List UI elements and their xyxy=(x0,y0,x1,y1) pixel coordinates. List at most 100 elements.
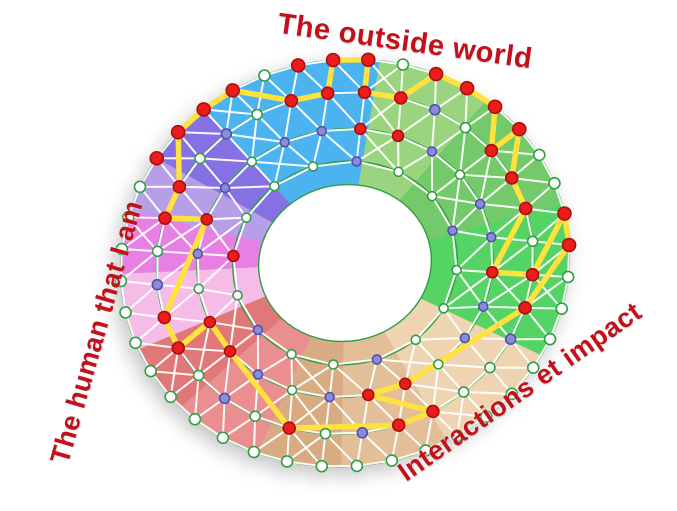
node-r0-27[interactable] xyxy=(247,445,261,459)
node-r1-11[interactable] xyxy=(526,235,539,248)
node-r3-2[interactable] xyxy=(351,156,362,167)
node-r1-19[interactable] xyxy=(356,426,369,439)
node-r1-26-selected[interactable] xyxy=(157,310,172,325)
node-r2-12[interactable] xyxy=(433,359,444,370)
node-r0-1-selected[interactable] xyxy=(225,83,241,98)
node-r1-23[interactable] xyxy=(218,392,231,405)
node-r0-17[interactable] xyxy=(543,332,557,346)
node-r0-2[interactable] xyxy=(258,69,271,82)
node-r2-21[interactable] xyxy=(192,248,204,260)
node-r3-13[interactable] xyxy=(232,290,243,301)
node-r2-16[interactable] xyxy=(286,384,298,396)
node-r1-14[interactable] xyxy=(504,333,517,345)
node-r0-7-selected[interactable] xyxy=(428,66,444,82)
node-r3-9[interactable] xyxy=(371,354,383,365)
node-r1-12-selected[interactable] xyxy=(525,267,540,282)
node-r2-0[interactable] xyxy=(246,156,258,167)
node-r1-25-selected[interactable] xyxy=(171,341,186,355)
node-r0-28[interactable] xyxy=(216,431,230,445)
node-r0-16[interactable] xyxy=(555,302,569,315)
node-r2-23[interactable] xyxy=(219,182,231,194)
node-r2-6[interactable] xyxy=(454,169,466,180)
node-r1-6[interactable] xyxy=(429,103,441,116)
node-r0-3-selected[interactable] xyxy=(290,58,306,73)
node-r0-15[interactable] xyxy=(561,270,575,284)
node-r1-24[interactable] xyxy=(192,369,205,382)
node-r0-38-selected[interactable] xyxy=(149,150,165,166)
node-r2-15[interactable] xyxy=(324,391,335,403)
node-r1-16[interactable] xyxy=(457,386,470,398)
node-r1-22[interactable] xyxy=(249,410,261,423)
node-r0-23[interactable] xyxy=(385,454,399,467)
node-r2-4-selected[interactable] xyxy=(391,129,405,143)
node-r1-15[interactable] xyxy=(484,361,496,374)
node-r2-9-selected[interactable] xyxy=(485,265,499,279)
node-r0-0-selected[interactable] xyxy=(196,102,211,117)
node-r1-7[interactable] xyxy=(459,121,472,134)
node-r3-1[interactable] xyxy=(307,161,319,172)
node-r1-17-selected[interactable] xyxy=(426,404,440,419)
node-r0-6[interactable] xyxy=(396,58,410,71)
node-r0-26[interactable] xyxy=(280,455,294,468)
node-r3-4[interactable] xyxy=(426,190,438,202)
node-r2-20[interactable] xyxy=(193,283,205,295)
node-r2-18-selected[interactable] xyxy=(223,345,237,358)
node-r1-5-selected[interactable] xyxy=(393,91,408,105)
node-r0-13-selected[interactable] xyxy=(557,206,572,221)
node-r1-8-selected[interactable] xyxy=(484,143,499,158)
node-r0-20[interactable] xyxy=(480,410,493,423)
node-r0-4-selected[interactable] xyxy=(325,52,341,68)
node-r1-18-selected[interactable] xyxy=(391,418,406,433)
node-r1-10-selected[interactable] xyxy=(518,201,533,216)
node-r0-11[interactable] xyxy=(532,148,546,162)
node-r2-1[interactable] xyxy=(279,136,291,148)
node-r0-39-selected[interactable] xyxy=(170,124,186,140)
node-r3-0[interactable] xyxy=(269,180,280,192)
node-r0-14-selected[interactable] xyxy=(561,237,577,253)
node-r2-7[interactable] xyxy=(474,198,486,210)
node-r1-31[interactable] xyxy=(194,152,206,165)
node-r1-4-selected[interactable] xyxy=(357,85,372,100)
node-r2-8[interactable] xyxy=(485,231,497,243)
node-r2-11[interactable] xyxy=(459,332,471,344)
node-r3-15[interactable] xyxy=(241,212,252,223)
node-r3-11[interactable] xyxy=(286,348,297,360)
node-r1-28[interactable] xyxy=(151,245,164,258)
node-r0-22[interactable] xyxy=(419,444,432,457)
node-r0-37[interactable] xyxy=(133,180,147,194)
node-r0-33[interactable] xyxy=(119,306,132,319)
node-r0-5-selected[interactable] xyxy=(360,52,376,68)
node-r1-27[interactable] xyxy=(151,278,164,291)
node-r0-18[interactable] xyxy=(526,361,540,375)
node-r0-30[interactable] xyxy=(164,390,177,404)
node-r0-32[interactable] xyxy=(129,336,142,350)
node-r0-19[interactable] xyxy=(505,387,519,401)
node-r1-21-selected[interactable] xyxy=(282,421,297,435)
node-r3-7[interactable] xyxy=(438,303,449,314)
node-r3-10[interactable] xyxy=(328,359,339,370)
node-r0-21[interactable] xyxy=(450,429,464,442)
node-r2-2[interactable] xyxy=(316,125,328,137)
node-r1-20[interactable] xyxy=(319,427,332,440)
node-r2-10[interactable] xyxy=(477,301,489,312)
node-r1-0[interactable] xyxy=(220,128,233,140)
node-r0-31[interactable] xyxy=(144,364,158,378)
node-r0-24[interactable] xyxy=(350,459,364,473)
node-r2-22-selected[interactable] xyxy=(200,213,214,226)
node-r2-17[interactable] xyxy=(252,369,264,380)
node-r1-1[interactable] xyxy=(251,108,263,121)
node-r2-14-selected[interactable] xyxy=(361,388,375,402)
node-r0-8-selected[interactable] xyxy=(459,80,475,96)
node-r1-29-selected[interactable] xyxy=(158,211,172,225)
node-r3-5[interactable] xyxy=(447,225,458,236)
node-r0-9-selected[interactable] xyxy=(487,99,503,115)
node-r0-34[interactable] xyxy=(114,274,128,288)
node-r1-30-selected[interactable] xyxy=(172,180,187,194)
node-r0-25[interactable] xyxy=(315,459,329,473)
node-r1-3-selected[interactable] xyxy=(320,86,335,101)
node-r3-6[interactable] xyxy=(451,264,462,276)
node-r0-10-selected[interactable] xyxy=(512,121,527,137)
node-r0-12[interactable] xyxy=(548,176,561,190)
node-r1-2-selected[interactable] xyxy=(284,93,299,108)
node-r3-12[interactable] xyxy=(252,324,264,336)
